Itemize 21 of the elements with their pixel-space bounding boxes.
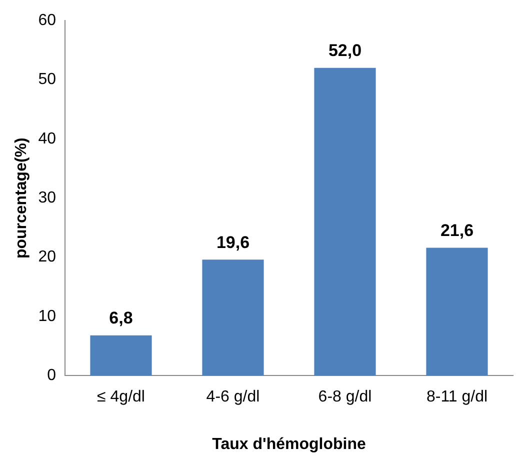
x-tick-label: 6-8 g/dl [318, 388, 372, 406]
data-label: 21,6 [440, 220, 474, 240]
bar [202, 260, 264, 376]
data-label: 6,8 [109, 308, 133, 328]
bar [314, 68, 376, 376]
y-tick-label: 0 [47, 367, 56, 384]
data-label: 52,0 [328, 41, 362, 60]
y-tick-label: 30 [38, 190, 56, 207]
y-tick-label: 10 [38, 308, 56, 325]
y-tick-label: 60 [38, 12, 56, 30]
bar [426, 248, 488, 376]
y-tick-label: 20 [38, 248, 56, 266]
y-tick-label: 50 [38, 71, 56, 88]
y-tick-label: 40 [38, 130, 56, 148]
data-label: 19,6 [216, 232, 250, 252]
x-tick-label: 8-11 g/dl [426, 388, 488, 406]
bar [90, 335, 152, 376]
y-axis-title: pourcentage(%) [13, 138, 30, 259]
x-axis-title: Taux d'hémoglobine [212, 436, 366, 453]
x-tick-label: ≤ 4g/dl [97, 388, 145, 406]
x-tick-label: 4-6 g/dl [206, 388, 260, 406]
